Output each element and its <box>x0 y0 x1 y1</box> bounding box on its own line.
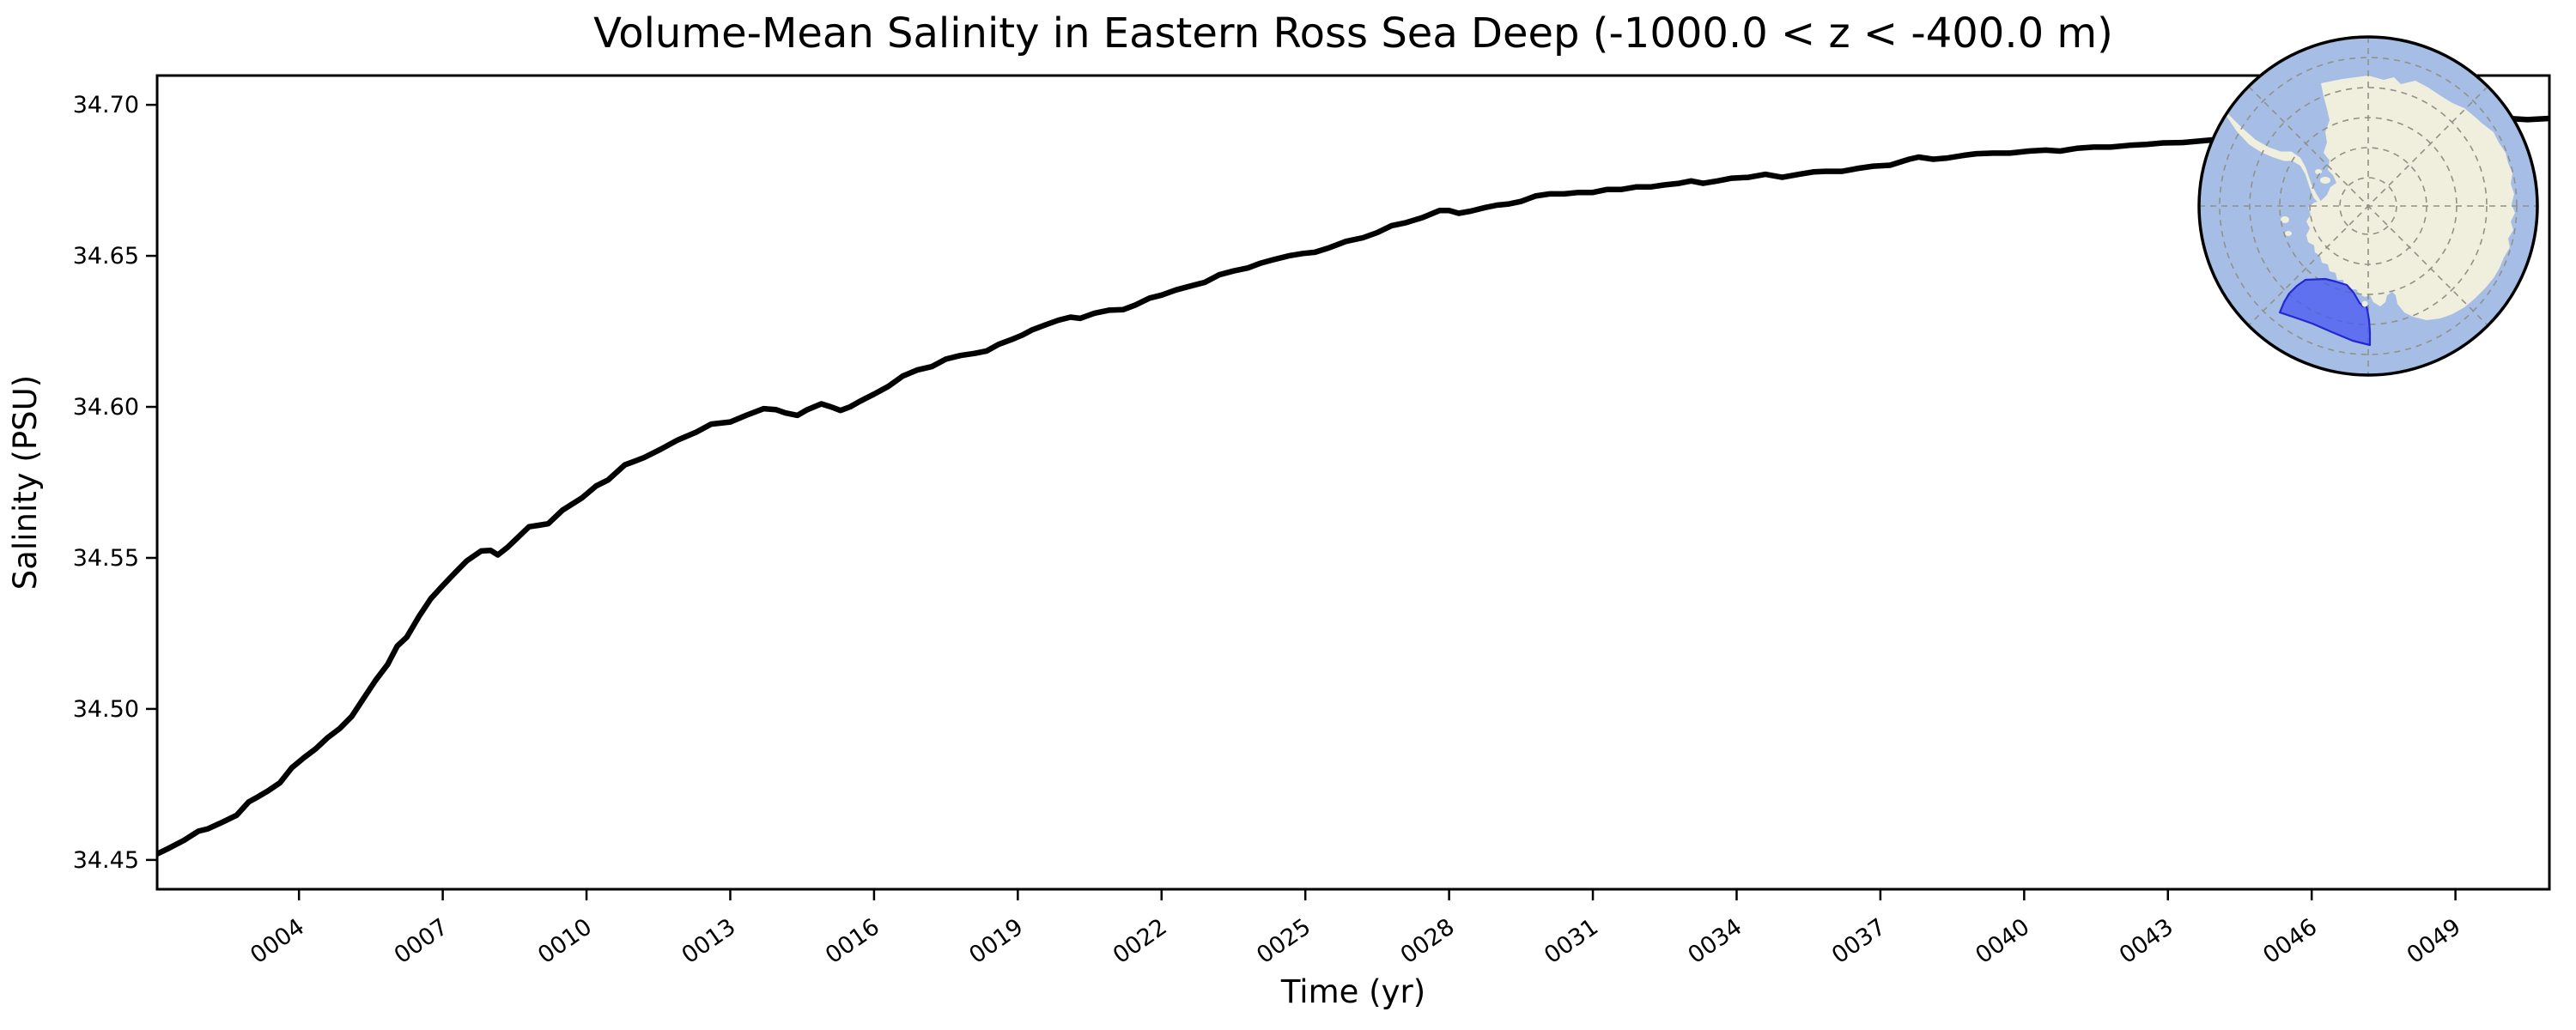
antarctic-peninsula <box>2226 113 2322 204</box>
x-tick-label: 0025 <box>1252 913 1315 969</box>
islet <box>2285 231 2292 236</box>
x-axis: 0004 0007 0010 0013 0016 0019 0022 0025 0028 0031… <box>246 889 2466 969</box>
x-tick-label: 0007 <box>390 913 453 969</box>
x-tick-label: 0016 <box>821 913 884 969</box>
globe-border <box>2197 35 2539 377</box>
islet <box>2315 169 2322 174</box>
chart-title: Volume-Mean Salinity in Eastern Ross Sea… <box>593 9 2113 58</box>
x-tick-label: 0004 <box>246 913 309 969</box>
x-tick-label: 0028 <box>1396 913 1460 969</box>
y-tick-label: 34.45 <box>73 847 139 874</box>
ross-island-dot <box>2361 300 2368 307</box>
y-tick-label: 34.65 <box>73 243 139 270</box>
y-tick-label: 34.60 <box>73 394 139 421</box>
x-tick-label: 0022 <box>1109 913 1172 969</box>
plot-area <box>155 74 2551 891</box>
x-tick-label: 0031 <box>1540 913 1603 969</box>
x-tick-label: 0034 <box>1683 913 1747 969</box>
graticule <box>2199 37 2537 375</box>
y-tick-label: 34.70 <box>73 92 139 118</box>
y-axis-label: Salinity (PSU) <box>7 375 44 590</box>
x-tick-label: 0010 <box>533 913 597 969</box>
salinity-line <box>157 112 2549 857</box>
y-tick-label: 34.50 <box>73 696 139 723</box>
highlight-region-eastern-ross-sea <box>2278 277 2372 347</box>
x-tick-label: 0019 <box>964 913 1028 969</box>
x-tick-label: 0013 <box>677 913 740 969</box>
x-tick-label: 0037 <box>1827 913 1891 969</box>
islet <box>2281 216 2289 223</box>
antarctica-mainland <box>2306 76 2515 320</box>
x-tick-label: 0043 <box>2115 913 2178 969</box>
x-tick-label: 0046 <box>2258 913 2322 969</box>
islet <box>2320 177 2330 184</box>
y-tick-label: 34.55 <box>73 545 139 572</box>
x-tick-label: 0049 <box>2403 913 2466 969</box>
inset-map-antarctica <box>2197 35 2539 377</box>
y-axis: 34.45 34.50 34.55 34.60 34.65 34.70 <box>73 92 157 874</box>
x-tick-label: 0040 <box>1971 913 2034 969</box>
x-axis-label: Time (yr) <box>1280 973 1425 1010</box>
series-layer <box>157 112 2549 857</box>
